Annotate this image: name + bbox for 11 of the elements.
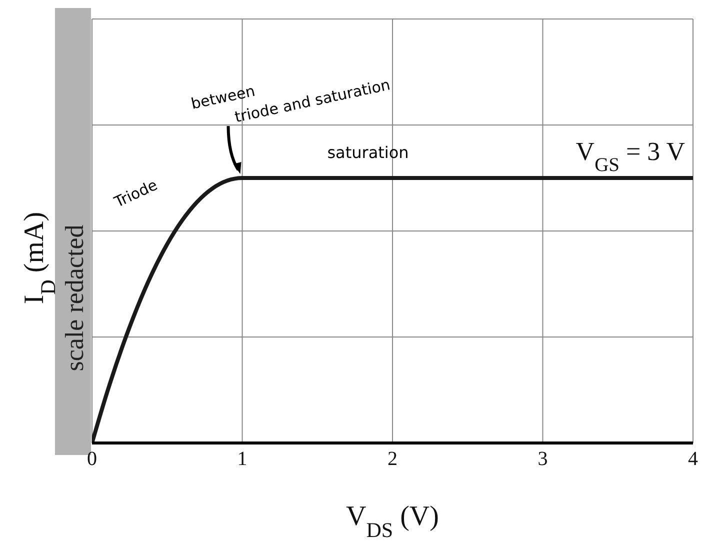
x-tick-label: 0 bbox=[87, 448, 97, 470]
series-label: V$_{GS}$ = 3 V bbox=[576, 137, 686, 176]
text: saturation bbox=[327, 143, 409, 162]
annotation: Triode bbox=[110, 176, 160, 212]
x-axis-title: V$_{DS}$ (V) bbox=[346, 501, 439, 542]
x-tick-label: 3 bbox=[538, 448, 548, 470]
annotation: between triode and saturation bbox=[189, 76, 392, 126]
x-tick-label: 4 bbox=[688, 448, 698, 470]
text: scale redacted bbox=[60, 224, 89, 372]
x-tick-label: 2 bbox=[388, 448, 398, 470]
x-tick-label: 1 bbox=[237, 448, 248, 470]
